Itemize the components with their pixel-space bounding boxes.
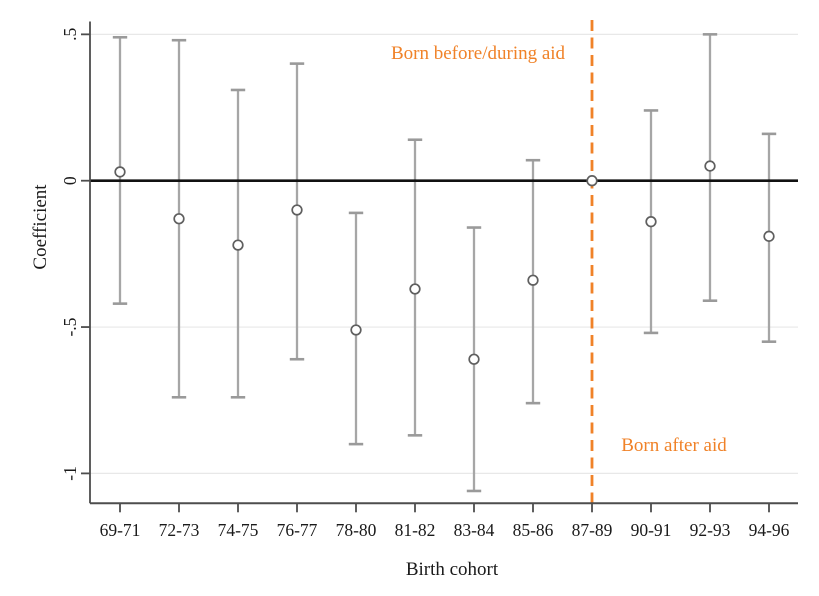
x-tick-label: 74-75 [218,520,259,540]
x-tick-label: 94-96 [749,520,790,540]
point-markers [114,160,775,365]
x-tick-label: 81-82 [395,520,436,540]
y-tick-label: -.5 [60,317,80,336]
annotation-born-after-aid: Born after aid [621,435,727,456]
x-tick-label: 87-89 [572,520,613,540]
y-axis-title: Coefficient [30,184,51,270]
y-tick-label: -1 [60,466,80,481]
point-marker [527,274,539,286]
x-tick-label: 90-91 [631,520,672,540]
gridlines [90,33,798,474]
x-tick-label: 76-77 [277,520,318,540]
axes [81,21,798,513]
point-marker [291,204,303,216]
error-bars [112,33,777,493]
x-tick-label: 85-86 [513,520,554,540]
y-tick-label: 0 [60,176,80,185]
point-marker [704,160,716,172]
x-axis-title: Birth cohort [406,559,499,580]
x-tick-label: 83-84 [454,520,495,540]
y-tick-label: .5 [60,28,80,41]
point-marker [645,216,657,228]
point-marker [468,353,480,365]
point-marker [173,213,185,225]
annotation-born-before-during-aid: Born before/during aid [391,43,566,64]
point-marker [232,239,244,251]
point-marker [114,166,126,178]
point-marker [350,324,362,336]
point-marker [763,230,775,242]
x-tick-label: 92-93 [690,520,731,540]
point-marker [409,283,421,295]
reference-point-marker [586,175,598,187]
x-tick-label: 72-73 [159,520,200,540]
x-tick-label: 69-71 [100,520,141,540]
chart-text: Born before/during aid Born after aid Co… [30,28,790,580]
x-tick-label: 78-80 [336,520,377,540]
